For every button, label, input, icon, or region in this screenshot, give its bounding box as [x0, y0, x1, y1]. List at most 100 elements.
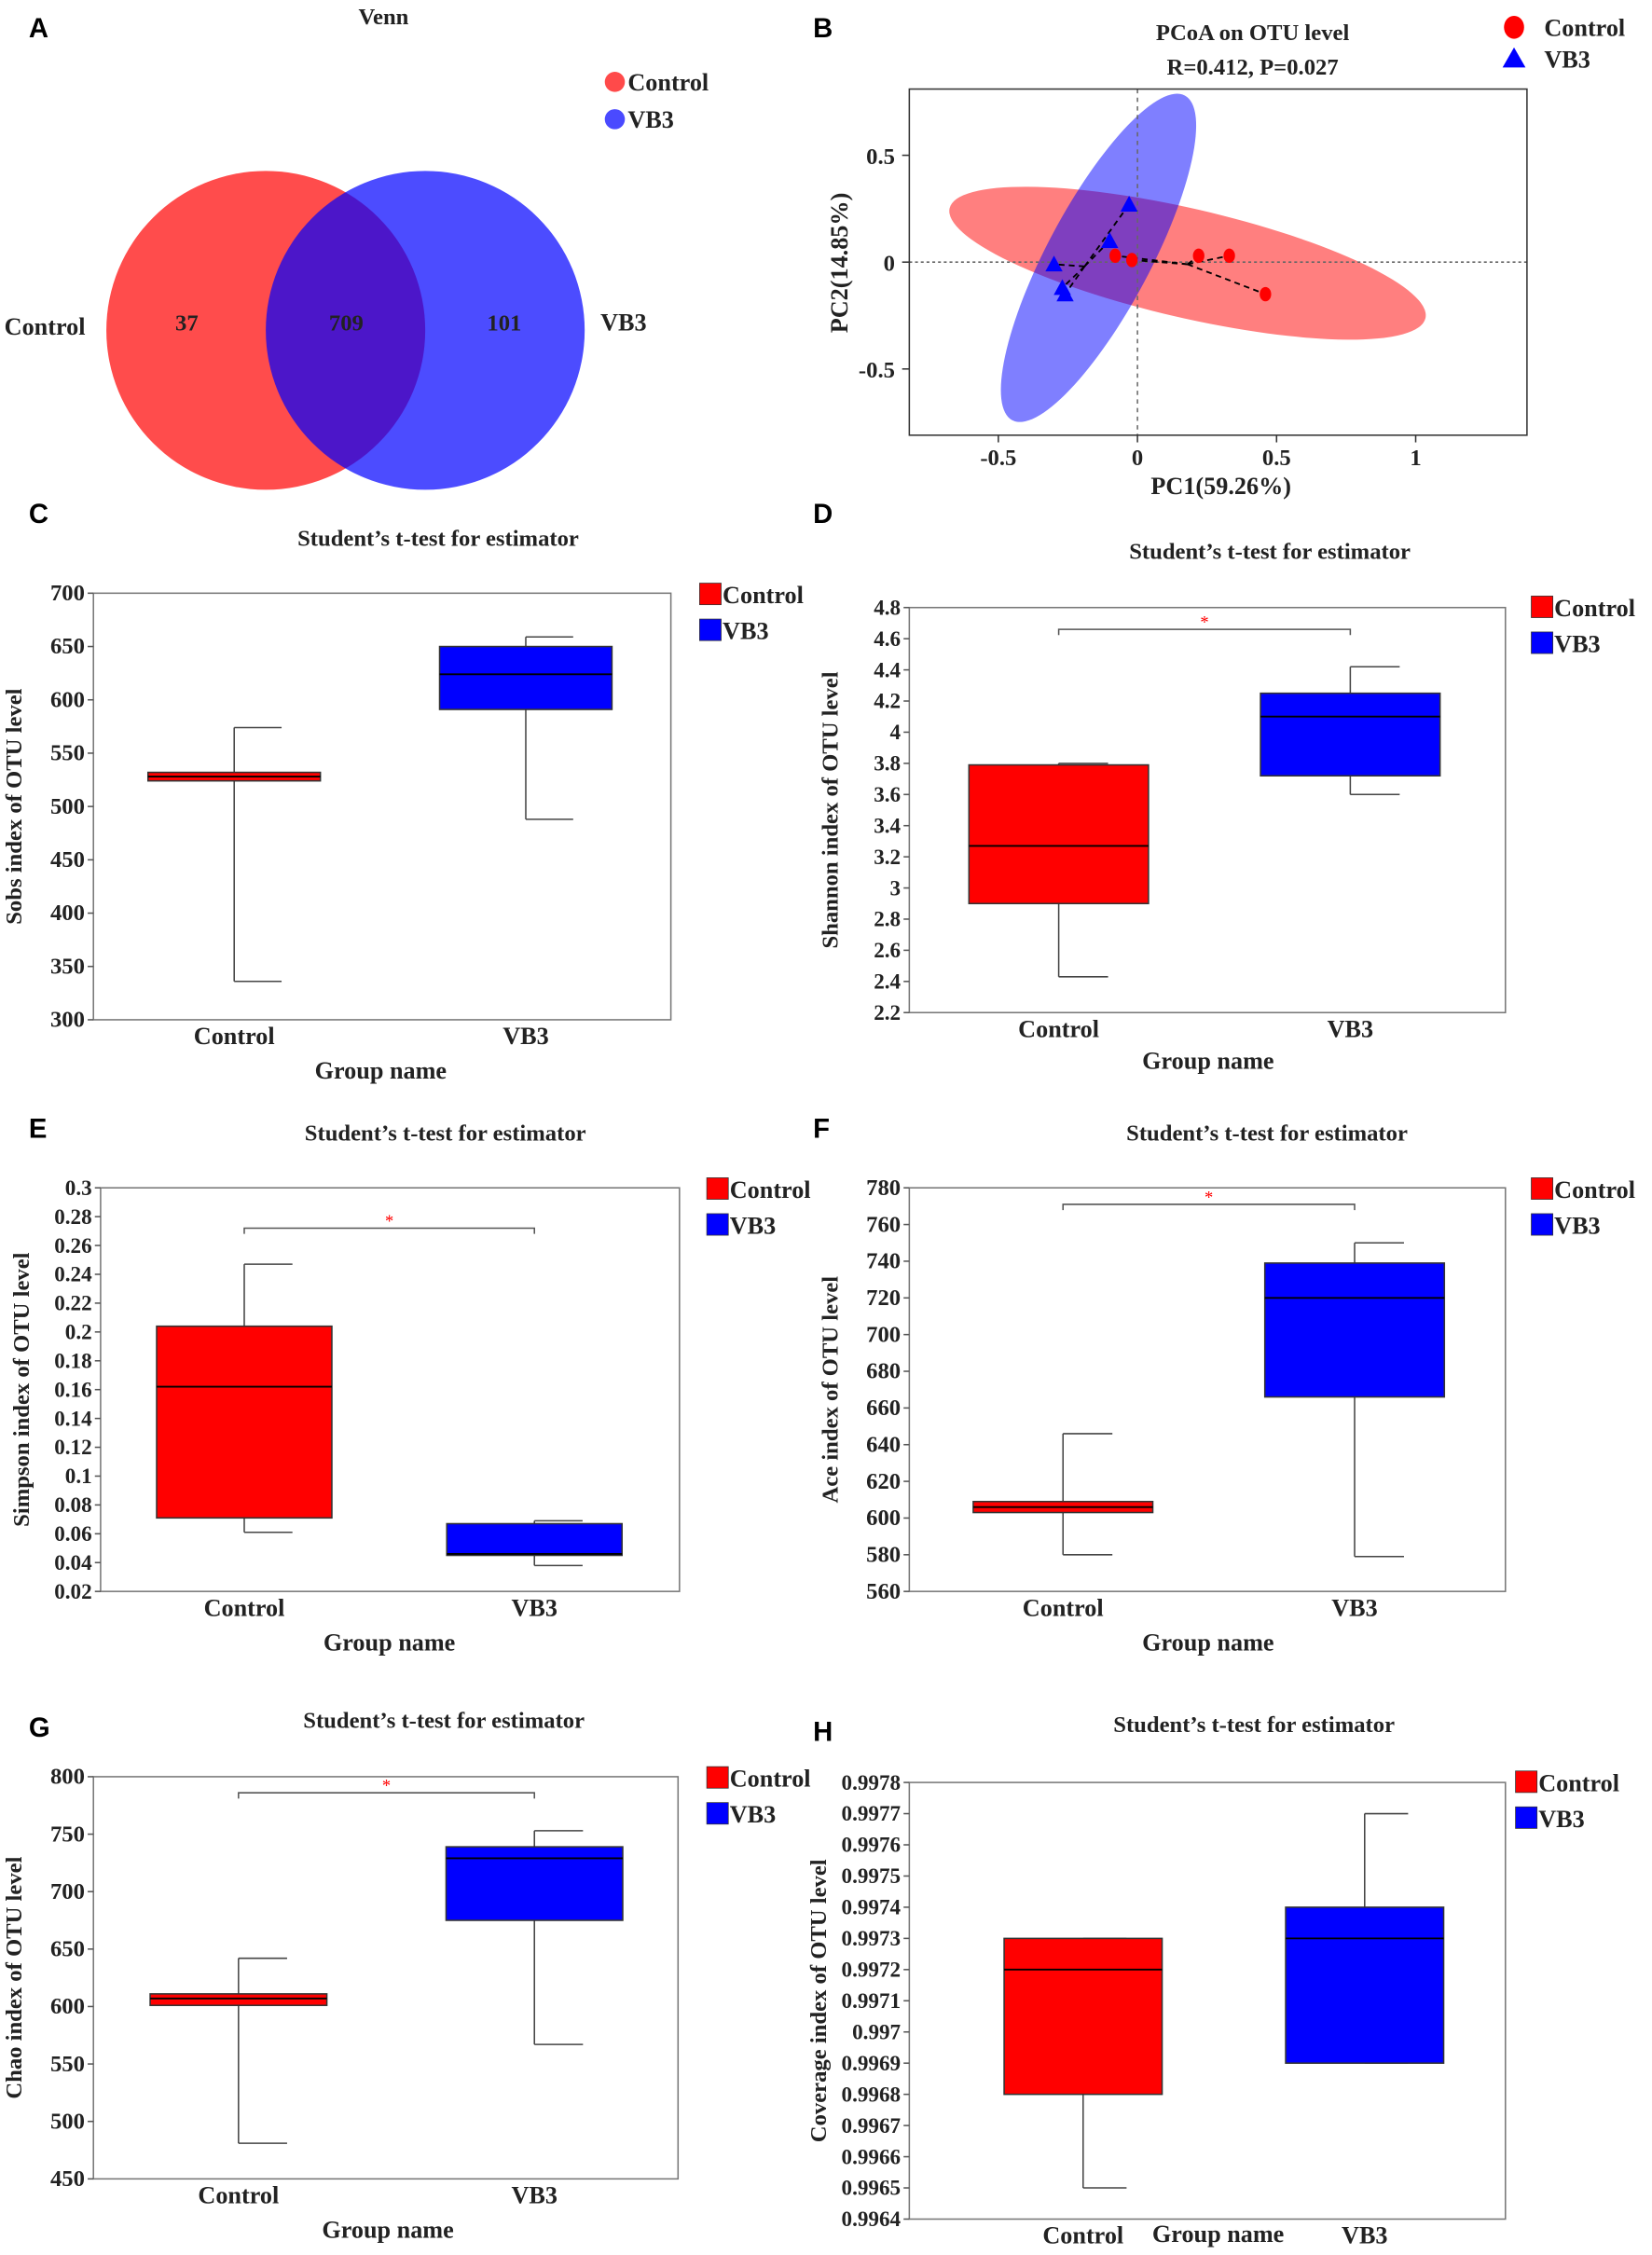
plot-frame [908, 1187, 1507, 1592]
confidence-ellipse-vb3 [1000, 93, 1197, 422]
significance-bracket [1062, 1203, 1356, 1211]
legend-swatch-vb3 [699, 618, 722, 641]
legend-label-vb3: VB3 [730, 1213, 776, 1240]
x-axis-label: PC1(59.26%) [1150, 473, 1291, 500]
y-tick-label: 750 [50, 1822, 85, 1847]
y-tick-label: 0.5 [866, 144, 895, 170]
legend-label-vb3: VB3 [723, 618, 768, 645]
centroid-spoke [1083, 203, 1130, 268]
legend-label-vb3: VB3 [730, 1801, 776, 1828]
legend-label-control: Control [723, 582, 804, 609]
y-tick-label: 3.2 [874, 845, 901, 869]
y-tick-label: 650 [50, 634, 85, 659]
legend-swatch-control [1515, 1770, 1538, 1794]
legend-label-vb3: VB3 [1538, 1806, 1584, 1833]
legend-swatch-control [1531, 596, 1554, 618]
legend-marker-vb3 [1502, 47, 1526, 68]
x-tick-label: VB3 [511, 2182, 557, 2209]
legend-label-vb3: VB3 [1554, 1213, 1600, 1240]
x-axis-label: Group name [324, 1629, 455, 1656]
boxplot-panel-h: H Student’s t-test for estimator 0.9964 0.9… [806, 1712, 1619, 2249]
y-tick-label: 350 [50, 954, 85, 979]
legend-marker-control [604, 72, 626, 92]
chart-subtitle: R=0.412, P=0.027 [1167, 55, 1339, 80]
significance-bracket [1057, 628, 1352, 636]
y-axis-label: Shannon index of OTU level [818, 671, 843, 948]
y-tick-label: 0.2 [65, 1320, 92, 1344]
y-tick-label: 660 [866, 1396, 901, 1421]
legend-label-vb3: VB3 [627, 106, 673, 133]
legend-swatch-vb3 [706, 1802, 729, 1825]
significance-marker: * [1205, 1188, 1213, 1206]
y-tick-label: 4.6 [874, 626, 901, 651]
boxplot-panel-e: E Student’s t-test for estimator 0.02 0.04 0… [9, 1114, 811, 1656]
y-tick-label: 600 [50, 687, 85, 712]
data-point-vb3 [1100, 232, 1119, 248]
chart-title: Student’s t-test for estimator [1113, 1712, 1395, 1738]
x-axis-label: Group name [322, 2217, 453, 2244]
y-tick-label: 600 [866, 1506, 901, 1531]
boxplot-panels: C Student’s t-test for estimator 300 350 400… [2, 500, 1635, 2249]
y-tick-label: 0.9973 [842, 1926, 902, 1950]
legend-label-control: Control [1554, 595, 1635, 622]
y-tick-label: 0.9977 [842, 1801, 902, 1825]
x-axis-label: Group name [1142, 1629, 1273, 1656]
venn-count-vb3-only: 101 [487, 310, 521, 336]
data-point-vb3 [1056, 285, 1074, 302]
y-tick-label: 0.9964 [842, 2207, 902, 2231]
panel-letter: C [29, 500, 48, 529]
pcoa-panel: B PCoA on OTU level R=0.412, P=0.027 -0.5 0 0… [813, 14, 1625, 500]
y-tick-label: 0.9975 [842, 1863, 902, 1888]
plot-frame [908, 606, 1507, 1014]
y-tick-label: 0.3 [65, 1176, 92, 1200]
legend-label-control: Control [1554, 1176, 1635, 1203]
y-tick-label: 450 [50, 847, 85, 873]
legend-swatch-control [706, 1766, 729, 1789]
significance-marker: * [382, 1777, 391, 1795]
y-tick-label: 0.9966 [842, 2144, 902, 2168]
legend-swatch-control [706, 1177, 729, 1200]
y-tick-label: 0.9976 [842, 1833, 902, 1857]
legend-label-vb3: VB3 [1554, 631, 1600, 658]
y-tick-label: 4 [890, 720, 902, 744]
data-point-vb3 [1120, 196, 1138, 213]
y-tick-label: -0.5 [859, 358, 895, 383]
data-point-control [1109, 248, 1122, 264]
y-tick-label: 4.2 [874, 689, 901, 713]
boxplot-panel-c: C Student’s t-test for estimator 300 350 400… [2, 500, 804, 1084]
x-tick-label: VB3 [1331, 1594, 1377, 1621]
legend-swatch-vb3 [1531, 631, 1554, 654]
y-tick-label: 760 [866, 1212, 901, 1237]
y-tick-label: 0.9972 [842, 1958, 902, 1982]
y-tick-label: 0.1 [65, 1464, 92, 1488]
y-tick-label: 300 [50, 1008, 85, 1033]
venn-count-shared: 709 [329, 310, 364, 336]
legend-label-control: Control [627, 69, 709, 96]
box-control [149, 1993, 328, 2006]
chart-title: Student’s t-test for estimator [1129, 539, 1411, 564]
y-tick-label: 2.8 [874, 907, 901, 931]
x-tick-label: Control [1023, 1594, 1104, 1621]
y-tick-label: 700 [50, 581, 85, 606]
data-point-vb3 [1045, 255, 1063, 272]
y-tick-label: 0.04 [54, 1550, 92, 1574]
significance-bracket [238, 1792, 535, 1799]
venn-count-control-only: 37 [175, 310, 199, 336]
y-tick-label: 780 [866, 1176, 901, 1201]
x-tick-label: -0.5 [980, 446, 1016, 471]
panel-letter: D [813, 500, 833, 529]
y-tick-label: 0.9978 [842, 1770, 902, 1794]
box-vb3 [1285, 1906, 1445, 2064]
y-tick-label: 450 [50, 2166, 85, 2192]
y-axis-label: Coverage index of OTU level [806, 1859, 832, 2142]
y-tick-label: 500 [50, 794, 85, 819]
y-tick-label: 580 [866, 1543, 901, 1568]
y-tick-label: 0.14 [54, 1406, 92, 1430]
x-axis-label: Group name [1152, 2221, 1284, 2248]
panel-letter: E [29, 1114, 48, 1144]
legend-label-vb3: VB3 [1544, 46, 1590, 73]
legend-label-control: Control [1538, 1769, 1619, 1796]
legend-label-control: Control [730, 1766, 811, 1793]
y-axis-label: Sobs index of OTU level [2, 688, 27, 924]
y-tick-label: 560 [866, 1579, 901, 1604]
